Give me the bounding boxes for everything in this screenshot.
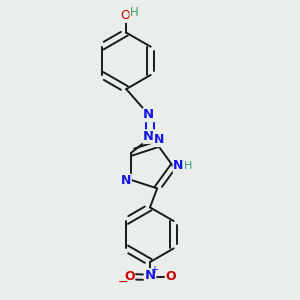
Text: N: N (173, 159, 184, 172)
Text: H: H (184, 161, 192, 171)
Text: N: N (154, 133, 164, 146)
Text: N: N (143, 130, 154, 143)
Text: N: N (144, 269, 156, 282)
Text: +: + (150, 265, 158, 275)
Text: O: O (124, 270, 134, 284)
Text: O: O (166, 270, 176, 284)
Text: N: N (143, 108, 154, 122)
Text: O: O (120, 9, 130, 22)
Text: H: H (130, 6, 139, 19)
Text: −: − (118, 276, 128, 289)
Text: N: N (121, 174, 131, 188)
